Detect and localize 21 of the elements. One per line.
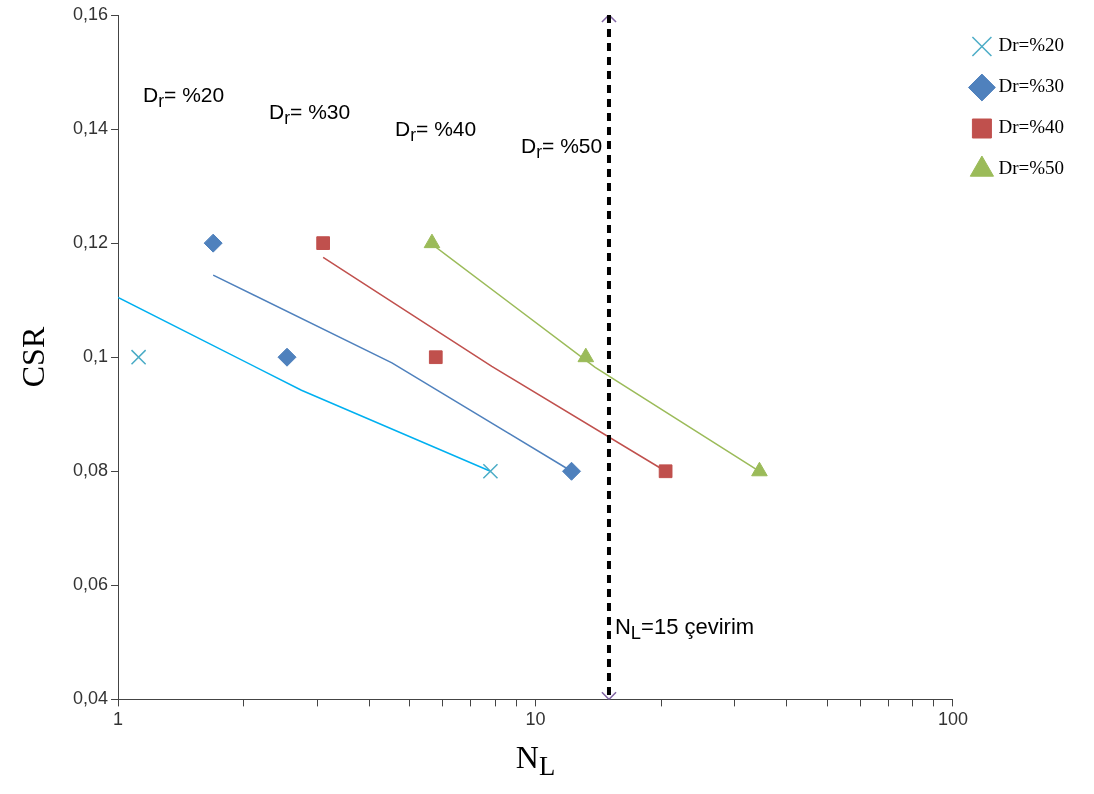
annotation: D$_{r}$= %40 bbox=[395, 117, 477, 147]
y-tick-label: 0,14 bbox=[72, 118, 109, 139]
y-tick-label: 0,1 bbox=[83, 346, 109, 367]
y-axis-title: CSR bbox=[14, 326, 52, 388]
y-tick-label: 0,12 bbox=[72, 232, 109, 253]
x-tick-label: 1 bbox=[113, 709, 124, 730]
annotation: D$_{r}$= %30 bbox=[269, 100, 351, 130]
legend-label: Dr=%30 bbox=[998, 75, 1064, 97]
legend-label: Dr=%40 bbox=[998, 116, 1064, 138]
y-tick-label: 0,06 bbox=[72, 574, 109, 595]
annotation: D$_{r}$= %50 bbox=[521, 134, 603, 164]
y-tick-label: 0,08 bbox=[72, 460, 109, 481]
x-tick-label: 10 bbox=[525, 709, 546, 730]
legend-label: Dr=%50 bbox=[998, 157, 1064, 179]
legend-label: Dr=%20 bbox=[998, 34, 1064, 56]
y-tick-label: 0,04 bbox=[72, 688, 109, 709]
annotation: D$_{r}$= %20 bbox=[143, 83, 225, 113]
x-tick-label: 100 bbox=[937, 709, 968, 730]
ref-line-label: N$_{L}$=15 çevirim bbox=[614, 614, 755, 645]
y-tick-label: 0,16 bbox=[72, 3, 109, 24]
x-axis-title: N$_{L}$ bbox=[515, 739, 556, 783]
